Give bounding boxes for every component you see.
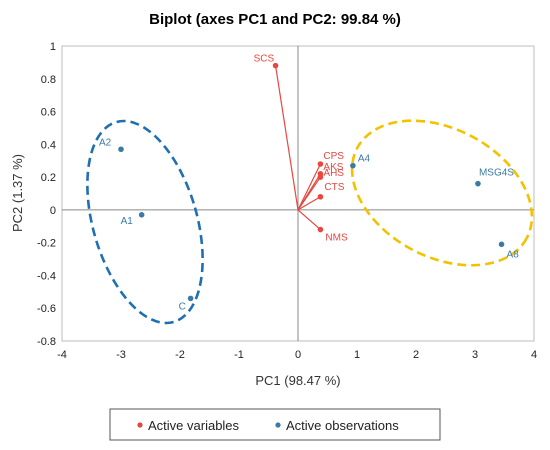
variable-vector-cts: [297, 196, 321, 211]
variable-vector-nms: [297, 209, 321, 231]
y-axis-label: PC2 (1.37 %): [10, 154, 25, 232]
legend-label-active-variables: Active variables: [148, 418, 240, 433]
variable-point-cps: [317, 161, 324, 167]
observation-points: A2 A1 C A4 MSG4S A8: [99, 137, 519, 312]
variable-point-nms: [317, 226, 324, 233]
group-ellipses: [86, 119, 534, 325]
y-tick-label: -0.8: [37, 336, 56, 348]
y-tick-label: 0.6: [41, 107, 56, 119]
variable-label-cps: CPS: [323, 151, 344, 162]
observation-label-a1: A1: [121, 216, 134, 227]
x-tick-label: 0: [295, 349, 301, 361]
x-tick-label: -3: [116, 349, 126, 361]
legend-box: [109, 408, 441, 441]
observation-point-c: [187, 295, 194, 302]
axes: [62, 46, 534, 341]
observation-label-a8: A8: [507, 249, 520, 260]
variable-point-scs: [272, 62, 279, 69]
observation-point-msg4s: [475, 180, 481, 187]
legend-label-active-observations: Active observations: [286, 418, 399, 433]
x-tick-label: 3: [472, 349, 478, 361]
x-tick-labels: -4 -3 -2 -1 0 1 2 3 4: [57, 349, 537, 361]
y-tick-label: 1: [50, 41, 56, 53]
observation-label-a4: A4: [358, 154, 371, 165]
variable-label-scs: SCS: [254, 54, 275, 65]
variable-label-aks: AKS: [323, 162, 343, 173]
y-tick-labels: -0.8 -0.6 -0.4 -0.2 0 0.2 0.4 0.6 0.8 1: [37, 41, 56, 348]
x-axis-label: PC1 (98.47 %): [255, 373, 340, 388]
group-ellipse-right: [350, 119, 534, 267]
variable-vector-scs: [274, 65, 299, 210]
variable-label-cts: CTS: [324, 182, 344, 193]
observation-point-a4: [350, 162, 356, 169]
x-tick-label: -4: [57, 349, 67, 361]
x-tick-label: 4: [531, 349, 537, 361]
variable-point-ahs: [317, 174, 324, 180]
observation-point-a1: [138, 212, 145, 218]
observation-label-a2: A2: [99, 137, 112, 148]
variable-vector-ahs: [297, 176, 321, 211]
y-tick-label: -0.4: [37, 270, 56, 282]
chart-title: Biplot (axes PC1 and PC2: 99.84 %): [149, 11, 401, 28]
y-tick-label: -0.2: [37, 238, 56, 250]
x-tick-label: 1: [354, 349, 360, 361]
y-tick-label: -0.6: [37, 303, 56, 315]
observation-point-a2: [118, 146, 124, 153]
x-tick-label: -2: [175, 349, 185, 361]
variable-label-nms: NMS: [325, 233, 348, 244]
observation-label-msg4s: MSG4S: [479, 168, 514, 179]
y-tick-label: 0: [50, 205, 56, 217]
variable-point-cts: [317, 193, 324, 200]
group-ellipse-left: [86, 119, 204, 325]
variable-label-ahs: AHS: [323, 168, 344, 179]
legend-marker-active-observations: [275, 422, 281, 428]
y-tick-label: 0.8: [41, 74, 56, 86]
variable-vector-cps: [297, 163, 321, 211]
y-tick-label: 0.2: [41, 172, 56, 184]
observation-point-a8: [498, 241, 505, 248]
y-tick-label: 0.4: [41, 139, 56, 151]
observation-label-c: C: [179, 301, 186, 312]
x-tick-label: -1: [234, 349, 244, 361]
legend: Active variables Active observations: [109, 408, 441, 441]
x-tick-label: 2: [413, 349, 419, 361]
legend-marker-active-variables: [137, 422, 143, 428]
